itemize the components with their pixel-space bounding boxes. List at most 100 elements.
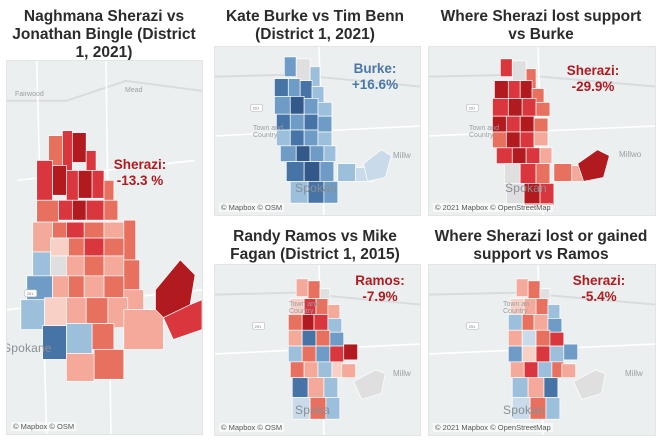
precinct [85,150,97,171]
precinct [505,131,521,149]
precinct [301,329,317,347]
precinct [93,349,125,380]
change-annotation: Ramos: -7.9% [355,273,405,304]
precinct [563,343,579,361]
precinct [52,275,69,299]
precinct [83,237,105,257]
precinct [337,163,356,182]
precinct [295,278,309,297]
precinct [289,129,305,147]
precinct [287,345,303,363]
precinct [283,56,297,77]
precinct [545,397,561,420]
precinct [307,280,321,299]
precinct [162,299,202,340]
precinct [577,149,610,182]
precinct [527,377,545,398]
panel-ramos-vs-fagan: Randy Ramos vs Mike Fagan (District 1, 2… [208,220,422,440]
panel-title: Naghmana Sherazi vs Jonathan Bingle (Dis… [12,8,196,61]
precinct [549,331,565,347]
precinct [287,314,303,331]
precinct [537,361,553,379]
precinct [103,275,125,299]
precinct [539,147,553,164]
precinct [543,377,559,398]
svg-text:291: 291 [27,291,34,296]
place-label: Spokan [295,181,337,195]
precinct [535,345,551,363]
precinct [274,78,289,97]
precinct [289,361,305,379]
precinct [521,98,537,117]
choropleth-map[interactable]: 291 Town and Country Millwo Spokan Shera… [428,46,656,216]
place-label: Millwo [619,150,642,159]
precinct [52,221,67,239]
precinct [303,113,319,131]
map-svg: 291 [429,265,655,435]
place-label: Spokan [503,403,545,417]
precinct [317,131,333,147]
precinct [66,353,95,382]
change-annotation: Burke: +16.6% [351,61,399,92]
precinct [77,170,93,199]
place-label: Millw [393,151,411,160]
precinct [123,219,137,261]
panel-sherazi-vs-burke: Where Sherazi lost support vs Burke 291 … [422,0,660,220]
precinct [83,255,105,277]
precinct [500,58,513,77]
precinct [295,58,311,81]
precinct [315,345,331,363]
place-label: Spoka [295,403,331,417]
precinct [50,255,67,277]
precinct [315,329,331,347]
precinct [91,323,115,350]
precinct [573,369,606,400]
map-svg: 291 [429,47,655,215]
precinct [507,345,523,363]
choropleth-map[interactable]: 291 Town an Country Millw Spokan Sherazi… [428,264,656,436]
precinct [317,115,333,133]
precinct [32,221,53,253]
precinct [523,361,539,379]
precinct-group [20,130,202,382]
choropleth-map[interactable]: 291 Town and Country Millw Spoka Ramos: … [214,264,421,436]
precinct [44,297,67,326]
panel-sherazi-vs-ramos: Where Sherazi lost or gained support vs … [422,220,660,440]
precinct [103,199,119,221]
precinct [66,323,93,354]
place-label: Fairwood [15,91,44,98]
precinct [561,363,577,379]
precinct [66,297,87,324]
precinct [287,329,303,347]
precinct [83,221,105,239]
place-label: Millw [393,369,411,378]
precinct [521,345,537,363]
precinct [535,298,549,315]
precinct [289,96,305,115]
precinct [309,145,325,162]
precinct [123,259,140,291]
precinct [68,237,85,257]
choropleth-map[interactable]: 291 Fairwood Mead Spokane Sherazi: -13.3… [6,60,203,435]
precinct [492,98,509,117]
precinct [313,314,329,331]
precinct [85,199,105,221]
place-label: Millw [625,369,643,378]
precinct [85,297,109,324]
choropleth-map[interactable]: 291 Town and Country Millw Spokan Burke:… [214,46,421,216]
precinct [303,98,319,115]
panel-title: Randy Ramos vs Mike Fagan (District 1, 2… [230,228,400,263]
precinct [549,345,565,363]
place-label: Spokane [6,341,52,355]
precinct [295,145,311,162]
map-credit: © Mapbox © OSM [219,423,285,432]
precinct [521,329,537,347]
precinct [301,314,315,331]
place-label: Town and Country [469,125,499,139]
precinct [52,165,67,196]
precinct [547,304,561,319]
precinct [301,345,317,363]
precinct [519,115,535,133]
precinct [20,299,45,330]
precinct [507,329,523,347]
